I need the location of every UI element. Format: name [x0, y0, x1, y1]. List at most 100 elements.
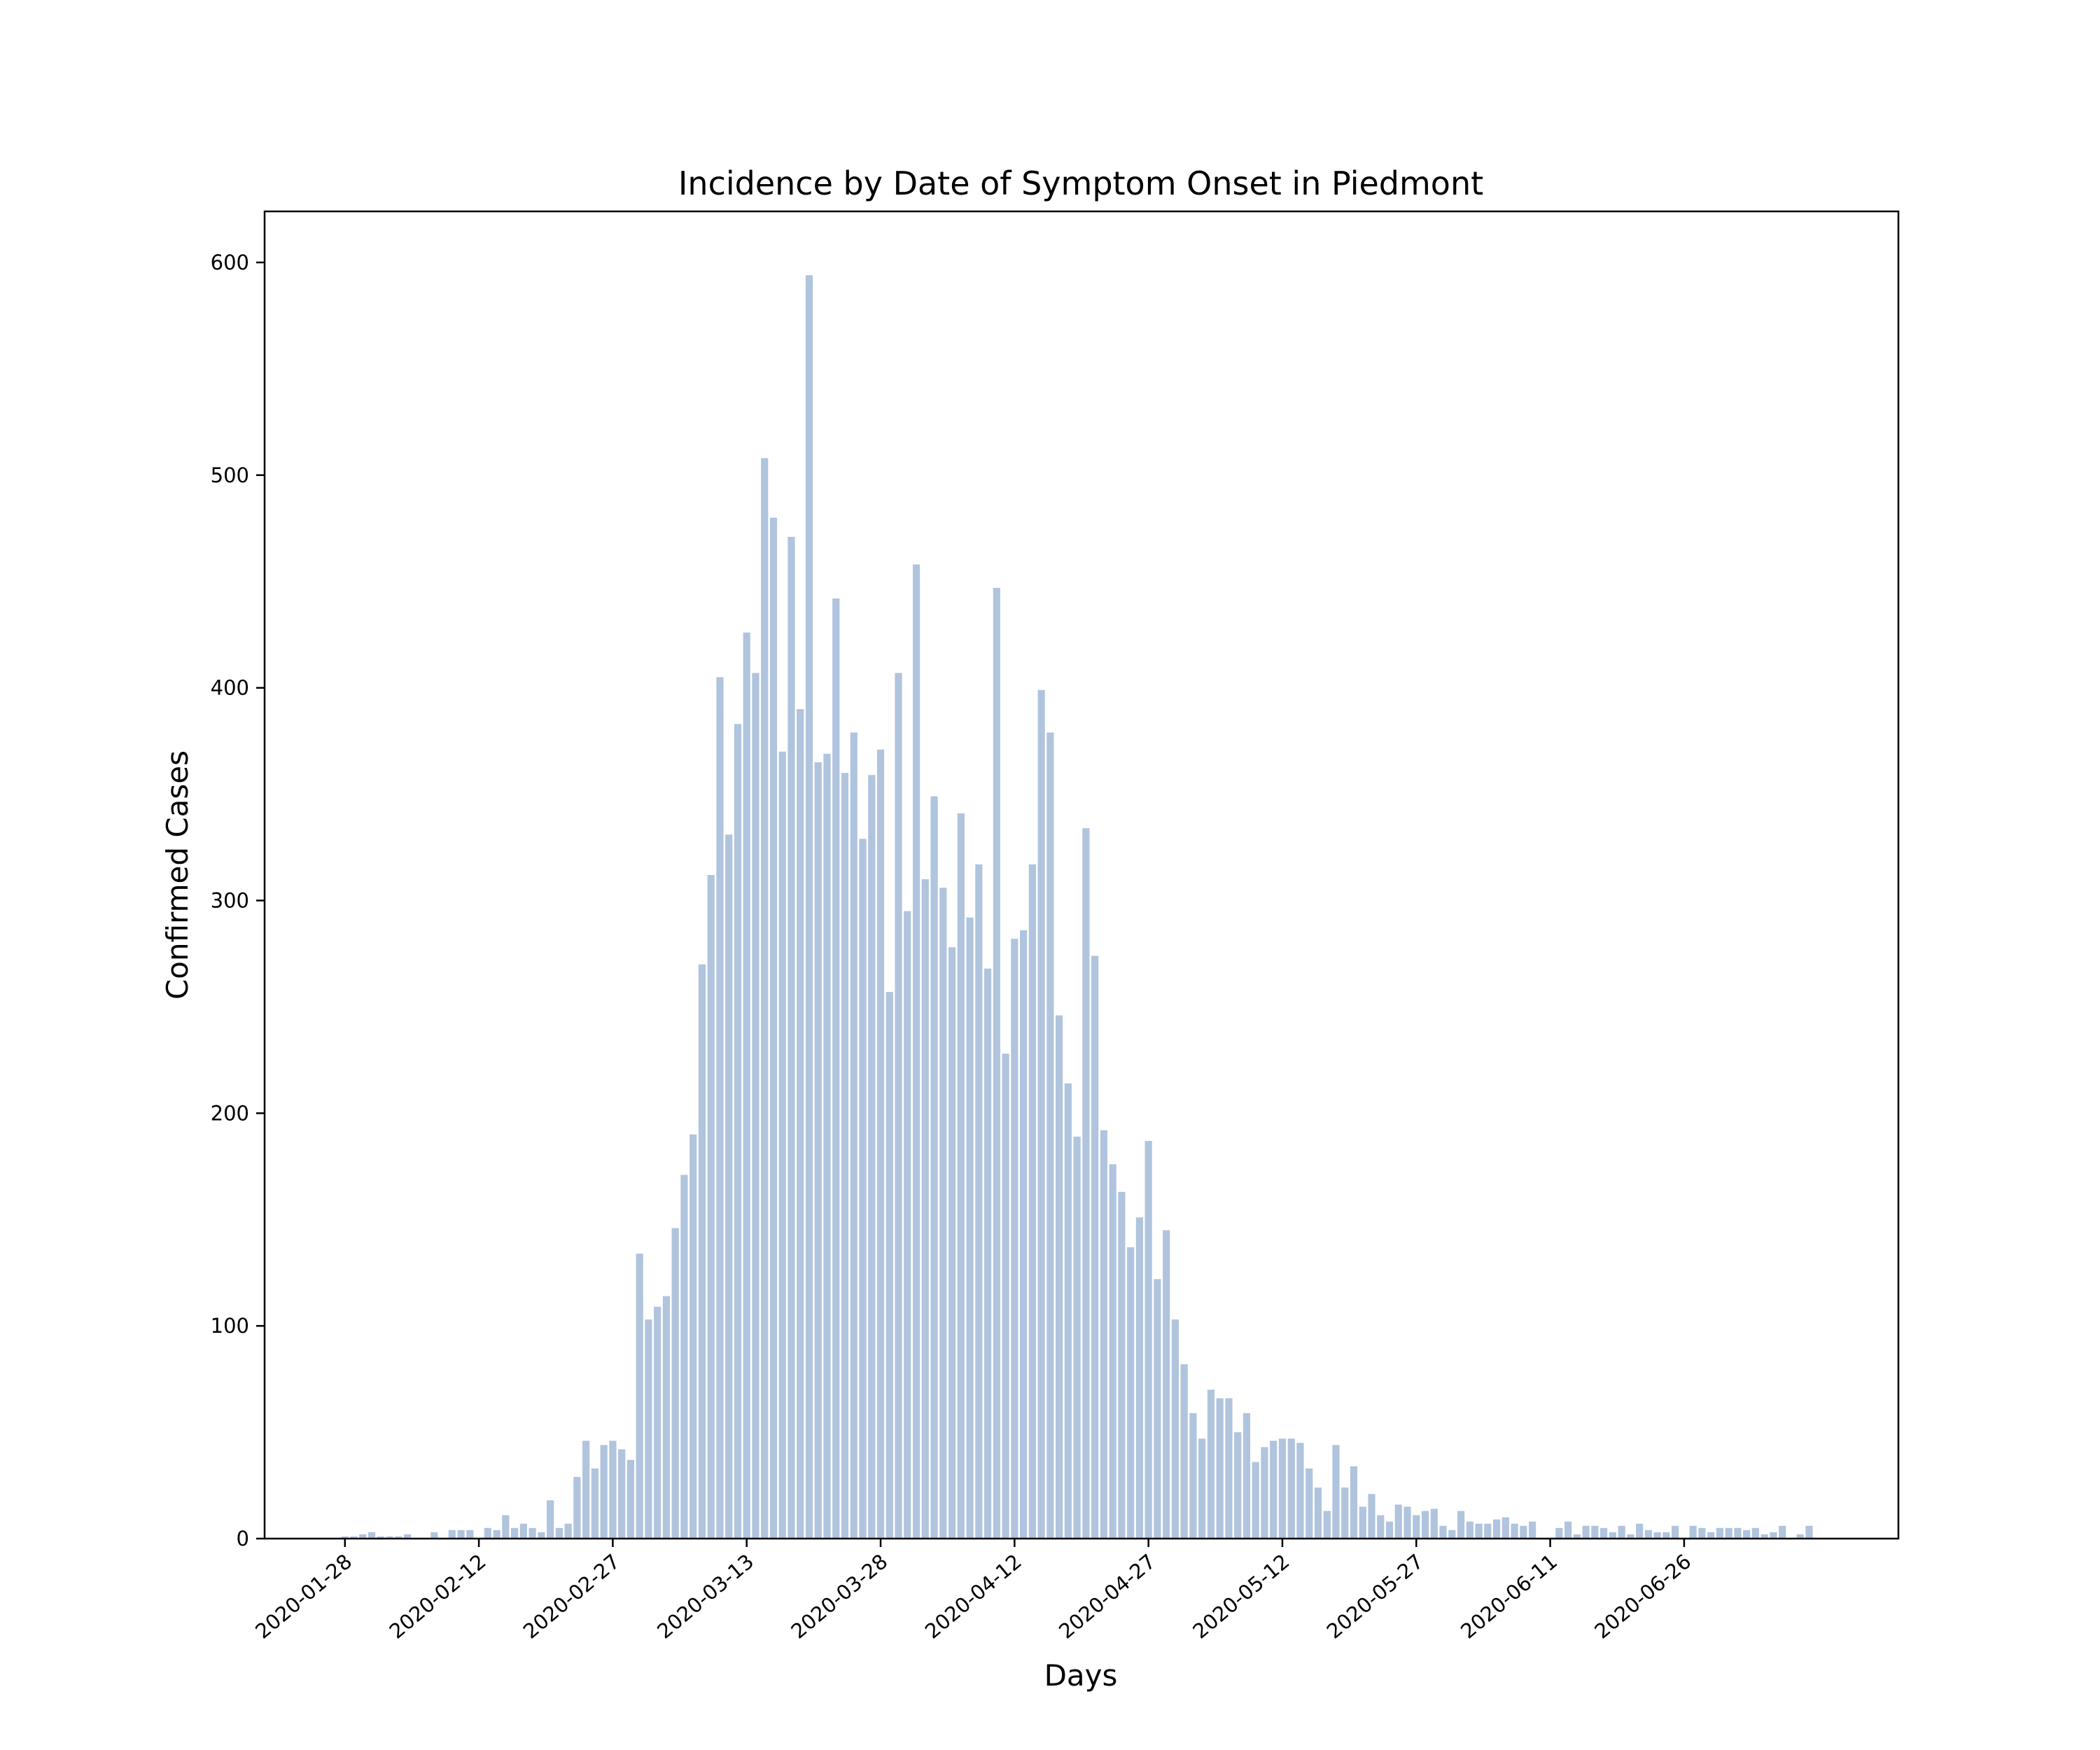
bar — [1296, 1443, 1304, 1539]
bar — [1511, 1523, 1518, 1539]
bar — [1734, 1527, 1742, 1539]
bar — [1056, 1015, 1063, 1539]
y-axis: 0 100 200 300 400 500 600 — [211, 251, 265, 1550]
bar — [519, 1523, 527, 1539]
y-tick-label: 100 — [211, 1314, 249, 1338]
bar — [1475, 1523, 1483, 1539]
bar — [1180, 1364, 1188, 1539]
x-tick-label: 2020-03-13 — [652, 1549, 758, 1643]
bar — [805, 275, 813, 1539]
y-tick-label: 400 — [211, 676, 249, 700]
bar — [1457, 1511, 1465, 1539]
bar — [1037, 690, 1045, 1539]
bar — [1314, 1488, 1322, 1539]
bar — [395, 1536, 402, 1539]
bar — [1287, 1438, 1295, 1539]
bar — [1779, 1525, 1786, 1539]
bar — [895, 673, 902, 1539]
bar — [1707, 1532, 1715, 1539]
bar — [725, 834, 733, 1539]
bar — [511, 1527, 519, 1539]
bar — [1725, 1527, 1732, 1539]
bar — [1046, 732, 1054, 1539]
bar — [743, 632, 750, 1539]
x-tick-label: 2020-02-27 — [519, 1549, 624, 1643]
bar — [993, 587, 1000, 1539]
bar — [1306, 1468, 1313, 1539]
bar — [377, 1536, 384, 1539]
bar — [1413, 1515, 1420, 1539]
bar — [1252, 1462, 1259, 1539]
bar — [1627, 1534, 1634, 1539]
x-tick-label: 2020-01-28 — [251, 1549, 356, 1643]
bar — [1082, 828, 1090, 1539]
bar — [1028, 864, 1036, 1539]
x-tick-label: 2020-04-27 — [1054, 1549, 1160, 1643]
x-tick-label: 2020-06-26 — [1590, 1549, 1695, 1643]
bar — [1118, 1191, 1126, 1539]
bar — [734, 724, 742, 1539]
bar — [1100, 1130, 1107, 1539]
bar — [609, 1441, 617, 1539]
bar — [1609, 1532, 1616, 1539]
bar — [1582, 1525, 1590, 1539]
bar — [1270, 1441, 1278, 1539]
x-axis: 2020-01-28 2020-02-12 2020-02-27 2020-03-13… — [251, 1539, 1695, 1644]
bar — [671, 1228, 679, 1539]
bar — [1484, 1523, 1492, 1539]
bar — [1644, 1530, 1652, 1539]
bar — [1064, 1083, 1072, 1539]
bar — [868, 775, 876, 1539]
bar — [1760, 1534, 1768, 1539]
bar — [1466, 1521, 1474, 1539]
bar — [582, 1441, 590, 1539]
bar — [966, 917, 974, 1539]
bar — [1439, 1525, 1447, 1539]
bar — [493, 1530, 500, 1539]
x-tick-label: 2020-06-11 — [1456, 1549, 1562, 1643]
bar — [1216, 1398, 1224, 1539]
bar — [1144, 1140, 1152, 1539]
bar — [1242, 1413, 1251, 1539]
bar — [1323, 1511, 1331, 1539]
bar — [876, 749, 885, 1539]
bar — [957, 813, 965, 1539]
y-tick-label: 0 — [237, 1527, 249, 1550]
bar — [1636, 1523, 1644, 1539]
bar — [626, 1460, 635, 1539]
bar — [538, 1532, 545, 1539]
bar — [1163, 1230, 1170, 1539]
bar — [1171, 1320, 1180, 1539]
bar — [752, 673, 760, 1539]
bar — [1573, 1534, 1581, 1539]
y-axis-label: Confirmed Cases — [160, 750, 195, 1000]
bar — [1207, 1390, 1215, 1539]
bar — [1350, 1466, 1358, 1539]
bar — [975, 864, 983, 1539]
bar — [1591, 1525, 1599, 1539]
bar — [1689, 1525, 1697, 1539]
bar — [1492, 1519, 1501, 1539]
bar — [1564, 1521, 1572, 1539]
bar — [1154, 1279, 1161, 1539]
bar — [645, 1320, 652, 1539]
bar — [1502, 1517, 1509, 1539]
bar — [448, 1530, 456, 1539]
bar — [466, 1530, 474, 1539]
x-tick-label: 2020-05-12 — [1188, 1549, 1294, 1643]
bar — [1332, 1445, 1340, 1539]
x-tick-label: 2020-02-12 — [385, 1549, 491, 1643]
bar — [716, 677, 724, 1539]
bar — [359, 1534, 367, 1539]
bar — [832, 598, 840, 1539]
bar — [921, 879, 929, 1539]
bar — [904, 911, 911, 1539]
bar — [769, 517, 778, 1539]
x-tick-label: 2020-03-28 — [787, 1549, 892, 1643]
bar — [1198, 1438, 1206, 1539]
bar — [457, 1530, 465, 1539]
bar — [1189, 1413, 1197, 1539]
bar — [983, 968, 992, 1539]
chart-title: Incidence by Date of Symptom Onset in Pi… — [678, 164, 1483, 202]
bar — [654, 1306, 662, 1539]
